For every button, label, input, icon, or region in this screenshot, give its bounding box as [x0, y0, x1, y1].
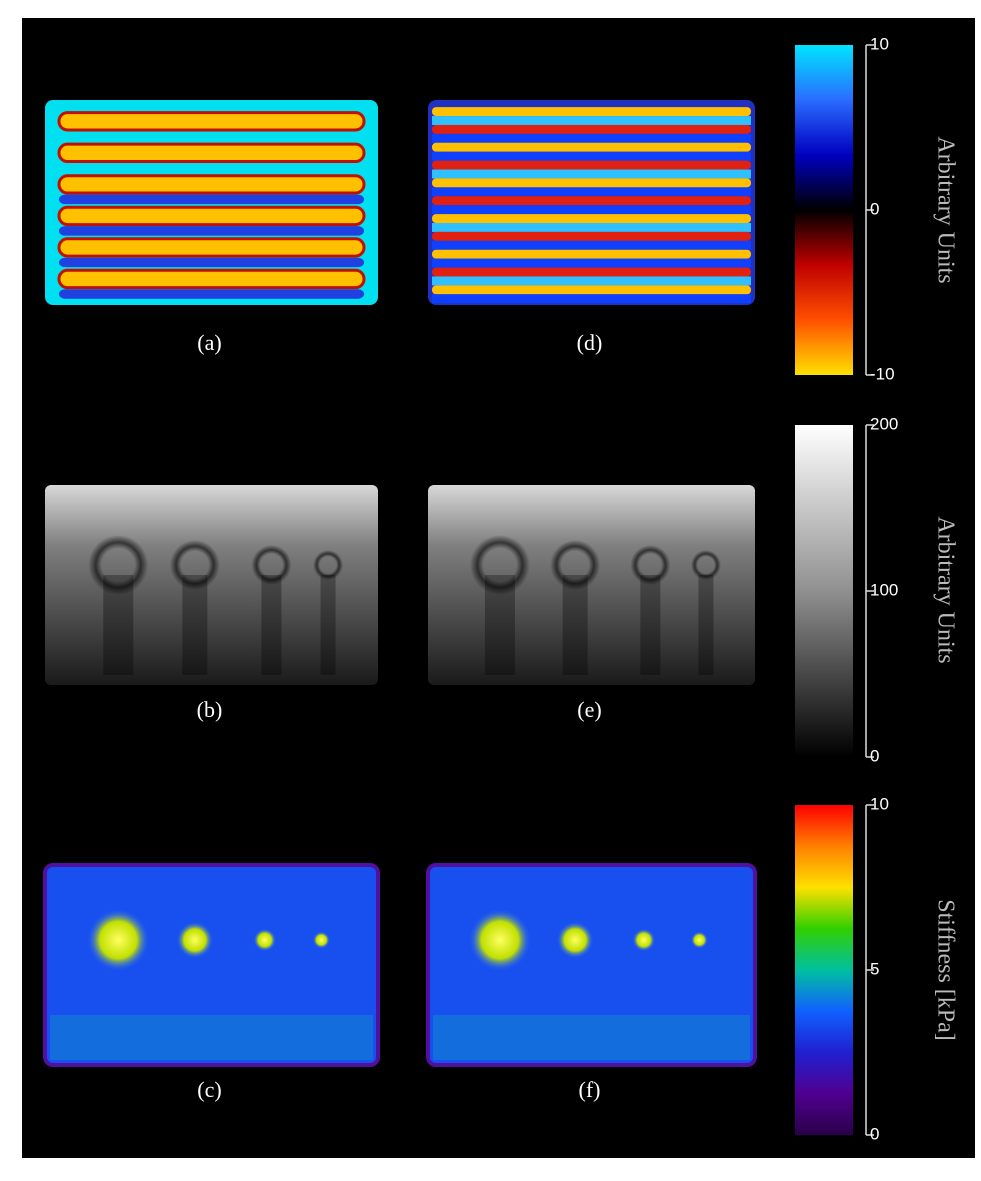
shadow	[698, 575, 714, 675]
stripe	[57, 142, 366, 163]
inclusion	[87, 909, 150, 971]
stripe	[57, 268, 366, 290]
tick-label: 100	[870, 580, 898, 599]
stripe	[57, 237, 366, 258]
stripe	[432, 169, 751, 179]
shadow	[484, 575, 515, 675]
stripe	[432, 294, 751, 304]
colorbar	[795, 45, 853, 375]
inclusion	[556, 921, 594, 959]
shadow	[640, 575, 661, 675]
stripe	[59, 194, 364, 205]
panel-image	[45, 485, 378, 685]
stripe	[432, 107, 751, 117]
tick-label: -10	[870, 364, 895, 383]
stripe	[432, 205, 751, 215]
panel-image	[45, 100, 378, 305]
stripe	[432, 116, 751, 125]
stripe	[432, 151, 751, 161]
image-bg	[45, 485, 378, 685]
stripe	[432, 160, 751, 170]
stripe	[432, 214, 751, 223]
ring	[550, 540, 601, 590]
ring	[251, 545, 292, 585]
inclusion	[691, 931, 708, 949]
ring	[88, 535, 149, 595]
stripe	[57, 174, 366, 195]
panel-label: (b)	[197, 697, 223, 722]
ring	[630, 545, 671, 585]
stripe	[432, 223, 751, 232]
stripe	[432, 142, 751, 152]
tick-label: 10	[870, 34, 889, 53]
stripe	[432, 133, 751, 143]
panel-label: (f)	[579, 1077, 601, 1102]
ring	[690, 550, 721, 580]
stripe	[57, 111, 366, 132]
colorbar-title: Stiffness [kPa]	[932, 899, 958, 1041]
panel-image	[428, 100, 755, 305]
panel-image	[43, 863, 380, 1067]
shadow	[320, 575, 336, 675]
stripe	[432, 285, 751, 295]
inclusion	[632, 928, 656, 952]
colorbar	[795, 805, 853, 1135]
bottom-band	[433, 1015, 750, 1060]
colorbar	[795, 425, 853, 757]
tick-label: 0	[870, 199, 879, 218]
panel-image	[426, 863, 757, 1067]
stripe	[59, 289, 364, 299]
panel-label: (a)	[197, 330, 221, 355]
tick-label: 0	[870, 746, 879, 765]
stripe	[432, 124, 751, 134]
panel-label: (d)	[577, 330, 603, 355]
shadow	[261, 575, 282, 675]
stripe	[432, 276, 751, 286]
ring	[313, 550, 344, 580]
stripe	[432, 187, 751, 197]
tick-label: 200	[870, 414, 898, 433]
stripe	[432, 196, 751, 206]
bottom-band	[50, 1015, 373, 1060]
colorbar-title: Arbitrary Units	[932, 516, 958, 663]
inclusion	[253, 928, 276, 952]
stripe	[57, 205, 366, 227]
tick-label: 0	[870, 1124, 879, 1143]
tick-label: 10	[870, 794, 889, 813]
panel-label: (c)	[197, 1077, 221, 1102]
stripe	[432, 258, 751, 268]
stripe	[432, 178, 751, 188]
panel-label: (e)	[577, 697, 601, 722]
stripe	[432, 231, 751, 241]
stripe	[59, 257, 364, 268]
stripe	[432, 267, 751, 277]
colorbar-title: Arbitrary Units	[932, 136, 958, 283]
shadow	[562, 575, 588, 675]
ring	[169, 540, 220, 590]
image-bg	[428, 485, 755, 685]
stripe	[59, 226, 364, 236]
inclusion	[176, 921, 214, 959]
shadow	[103, 575, 134, 675]
inclusion	[469, 909, 531, 971]
inclusion	[312, 931, 330, 949]
panel-image	[428, 485, 755, 685]
tick-label: 5	[870, 959, 879, 978]
stripe	[432, 249, 751, 259]
ring	[469, 535, 530, 595]
stripe	[432, 240, 751, 250]
shadow	[182, 575, 208, 675]
